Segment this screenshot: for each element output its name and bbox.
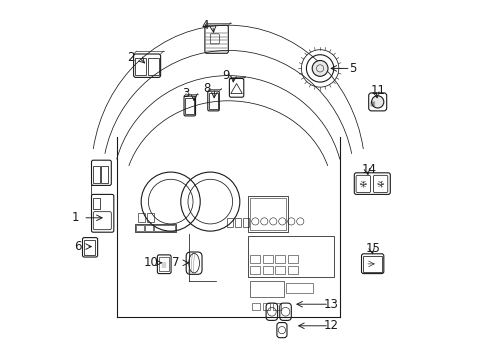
Bar (84, 240, 95, 255)
Text: 1: 1 (71, 211, 79, 224)
Bar (136, 225, 143, 231)
Bar (134, 224, 176, 232)
Text: 5: 5 (348, 62, 355, 75)
Bar (287, 255, 297, 263)
Bar (275, 255, 285, 263)
Text: 10: 10 (143, 256, 158, 269)
Bar (144, 225, 152, 231)
Bar (93, 198, 100, 209)
Text: 15: 15 (365, 242, 380, 255)
Text: 4: 4 (201, 19, 208, 32)
Text: 8: 8 (203, 82, 210, 95)
Text: 12: 12 (323, 319, 338, 332)
Bar (243, 218, 248, 227)
Circle shape (311, 60, 327, 76)
Circle shape (371, 96, 383, 108)
Bar (159, 257, 169, 271)
Bar (249, 198, 285, 230)
Bar (235, 218, 241, 227)
Text: 7: 7 (172, 256, 180, 269)
Text: 14: 14 (361, 163, 375, 176)
Bar (247, 236, 334, 277)
Bar (262, 255, 272, 263)
Bar (247, 196, 287, 232)
Bar (251, 303, 259, 310)
Bar (153, 225, 174, 231)
Text: 6: 6 (74, 240, 82, 253)
Bar (287, 266, 297, 274)
Text: 13: 13 (323, 298, 338, 311)
Bar (249, 266, 260, 274)
Text: 2: 2 (127, 51, 135, 64)
Bar (148, 58, 159, 75)
Bar (262, 303, 270, 310)
Bar (273, 303, 281, 310)
Bar (249, 255, 260, 263)
Bar (363, 256, 381, 272)
Bar (249, 281, 284, 297)
Text: 11: 11 (369, 84, 385, 96)
Bar (262, 266, 272, 274)
Bar (208, 93, 218, 109)
Bar (185, 98, 194, 114)
Bar (101, 166, 108, 183)
Bar (147, 213, 153, 222)
Text: 3: 3 (182, 87, 189, 100)
Bar (285, 283, 312, 293)
Text: 9: 9 (222, 69, 229, 82)
Bar (135, 58, 146, 75)
Bar (275, 266, 285, 274)
Bar (138, 213, 144, 222)
Bar (93, 166, 100, 183)
Bar (227, 218, 232, 227)
